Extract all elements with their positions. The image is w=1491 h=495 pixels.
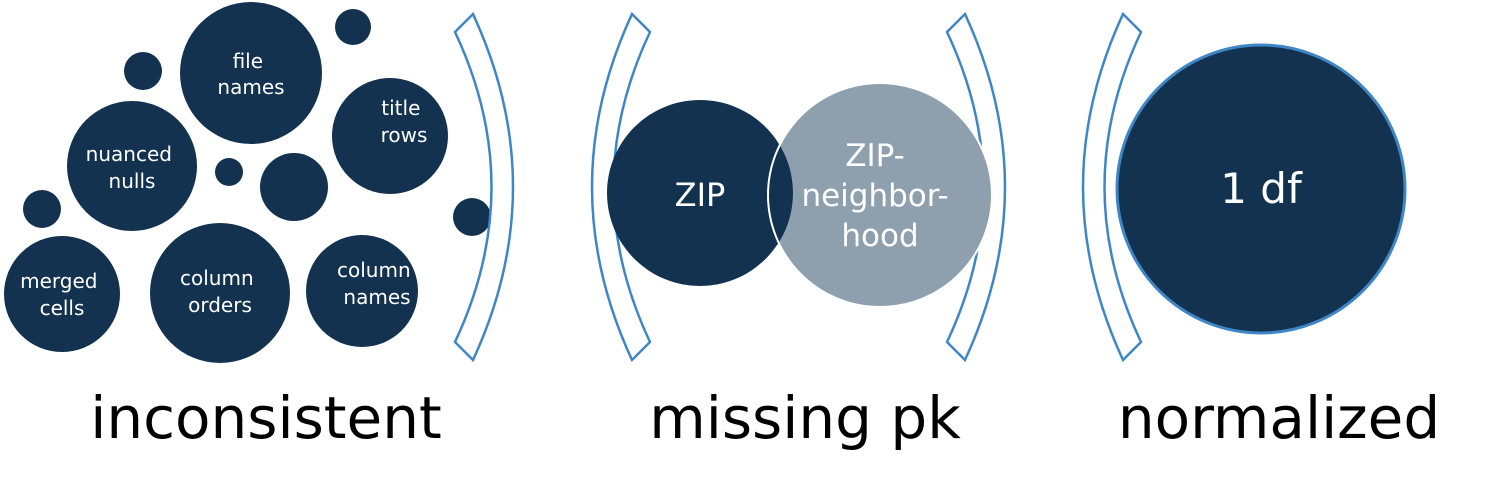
file-names-label: file names (217, 49, 284, 99)
title-rows-bubble (332, 78, 448, 194)
right-parenthesis-bracket-icon (945, 11, 1007, 363)
file-names-bubble (180, 2, 322, 144)
column-names-bubble (306, 235, 418, 347)
normalized-circle-group: 1 df (1115, 43, 1407, 335)
small-bubble (23, 190, 61, 228)
inconsistent-bubble-labels: file names title rows nuanced nulls merg… (20, 49, 427, 320)
small-bubble (215, 158, 243, 186)
missing-pk-caption: missing pk (649, 384, 961, 452)
zip-neighborhood-label: ZIP- neighbor- hood (801, 138, 958, 254)
right-parenthesis-bracket-icon (453, 11, 515, 363)
small-bubble (260, 153, 328, 221)
inconsistent-bubble-cluster (4, 2, 491, 363)
one-df-label: 1 df (1220, 164, 1303, 213)
normalized-circle (1115, 43, 1407, 335)
nuanced-nulls-bubble (67, 101, 197, 231)
zip-label: ZIP (675, 176, 726, 214)
zip-neighborhood-outline (767, 82, 993, 308)
inconsistent-caption: inconsistent (90, 384, 441, 452)
title-rows-label: title rows (381, 96, 428, 147)
column-orders-bubble (150, 223, 290, 363)
bracket-group (453, 11, 1143, 363)
merged-cells-label: merged cells (20, 269, 104, 320)
left-parenthesis-bracket-icon (1081, 11, 1143, 363)
small-bubble (453, 198, 491, 236)
nuanced-nulls-label: nuanced nulls (86, 142, 179, 193)
small-bubble (335, 9, 371, 45)
merged-cells-bubble (4, 236, 120, 352)
missing-pk-venn: ZIP ZIP- neighbor- hood (607, 82, 993, 308)
column-names-label: column names (337, 258, 417, 309)
column-orders-label: column orders (180, 266, 260, 317)
zip-circle (607, 100, 793, 286)
zip-neighborhood-circle (768, 83, 992, 307)
small-bubble (124, 52, 162, 90)
left-parenthesis-bracket-icon (590, 11, 652, 363)
normalized-caption: normalized (1118, 384, 1440, 452)
